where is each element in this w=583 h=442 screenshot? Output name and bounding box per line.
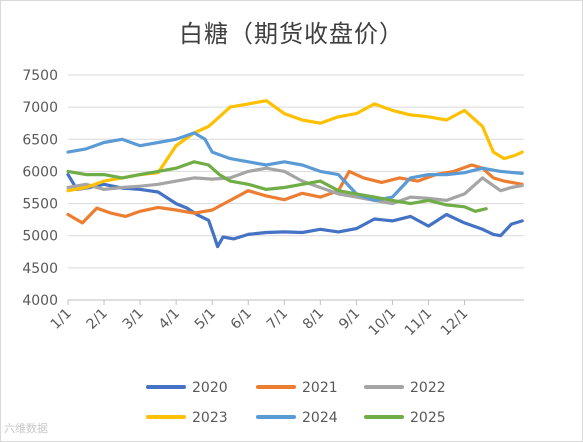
- x-tick-label-12-1: 12/1: [438, 306, 472, 340]
- legend-label-2020: 2020: [192, 380, 228, 396]
- y-tick-label-6000: 6000: [22, 164, 58, 180]
- legend-label-2021: 2021: [302, 380, 338, 396]
- watermark: 六维数据: [4, 422, 48, 435]
- y-tick-label-4000: 4000: [22, 293, 58, 309]
- y-tick-label-7500: 7500: [22, 68, 58, 84]
- y-tick-label-6500: 6500: [22, 132, 58, 148]
- series-line-2024: [66, 131, 524, 202]
- x-tick-label-9-1: 9/1: [336, 306, 363, 333]
- x-tick-label-6-1: 6/1: [228, 306, 255, 333]
- x-tick-label-1-1: 1/1: [48, 306, 75, 333]
- x-tick-label-11-1: 11/1: [402, 306, 436, 340]
- y-tick-label-5500: 5500: [22, 197, 58, 213]
- y-tick-label-7000: 7000: [22, 100, 58, 116]
- x-tick-label-3-1: 3/1: [120, 306, 147, 333]
- series-line-2022: [66, 166, 524, 206]
- chart-title: 白糖（期货收盘价）: [179, 20, 404, 48]
- x-tick-label-2-1: 2/1: [84, 306, 111, 333]
- series-line-2025: [66, 160, 488, 213]
- x-tick-label-4-1: 4/1: [156, 306, 183, 333]
- x-tick-label-5-1: 5/1: [192, 306, 219, 333]
- x-tick-label-8-1: 8/1: [300, 306, 327, 333]
- y-tick-label-5000: 5000: [22, 229, 58, 245]
- series-line-2020: [66, 173, 524, 249]
- legend-label-2022: 2022: [410, 380, 446, 396]
- x-tick-label-10-1: 10/1: [366, 306, 400, 340]
- y-tick-label-4500: 4500: [22, 261, 58, 277]
- series-line-2021: [66, 163, 524, 225]
- legend-label-2023: 2023: [192, 410, 228, 426]
- x-tick-label-7-1: 7/1: [264, 306, 291, 333]
- legend-label-2025: 2025: [410, 410, 446, 426]
- legend-label-2024: 2024: [302, 410, 338, 426]
